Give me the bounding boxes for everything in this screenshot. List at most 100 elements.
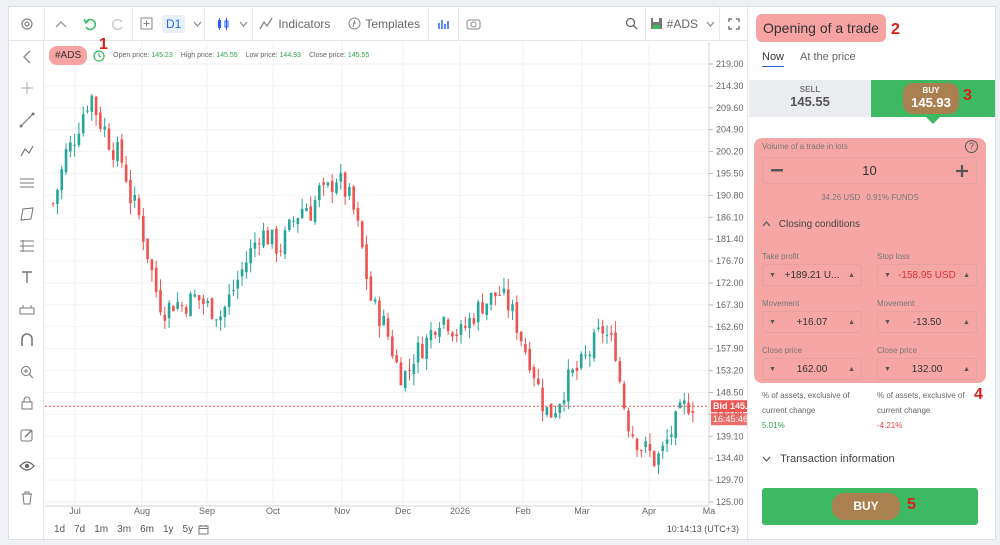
time-tick-label: Jul [69,506,81,516]
tab-now[interactable]: Now [762,51,785,67]
sell-option[interactable]: SELL 145.55 [749,80,871,117]
pattern-icon[interactable] [9,199,44,231]
close-price-sl-label: Close price [877,346,918,355]
stop-loss-input[interactable]: ▼ -158.95 USD ▲ [877,264,977,286]
candle-body [528,348,532,371]
legend-symbol[interactable]: #ADS [49,46,88,65]
trend-line-icon[interactable] [9,104,44,136]
close-price-tp-field: Close price ▼ 162.00 ▲ [762,346,862,380]
pen-icon[interactable] [9,136,44,168]
high-price-value: 145.55 [216,52,238,59]
chevron-down-icon[interactable]: ▼ [769,271,776,279]
time-tick-label: Feb [515,506,531,516]
candle-body [356,207,360,221]
symbol-select[interactable]: #ADS [644,6,719,41]
price-chart[interactable]: 219.00 214.30 209.60 204.90 200.20 195.50 190.… [45,36,747,541]
candle-body [142,215,145,242]
fullscreen-icon[interactable] [719,6,747,41]
gann-icon[interactable] [9,230,44,262]
candle-body [515,302,519,333]
range-1d[interactable]: 1d [54,524,66,535]
eye-icon[interactable] [9,451,44,483]
candle-body [343,172,347,197]
indicators-button[interactable]: Indicators [252,6,336,41]
minus-icon[interactable] [771,168,783,173]
collapse-chevron-up-icon[interactable] [44,6,76,41]
tab-at-the-price[interactable]: At the price [800,51,856,63]
chevron-up-icon[interactable]: ▲ [963,365,970,373]
chevron-up-icon[interactable]: ▲ [963,271,970,279]
candle-body [618,361,622,382]
calendar-icon[interactable] [198,524,209,535]
time-tick-label: Nov [334,506,351,516]
settings-gear-icon[interactable] [9,7,44,41]
candle-body [309,206,313,221]
candle-body [339,173,343,182]
edit-drawings-icon[interactable] [9,419,44,451]
movement-tp-input[interactable]: ▼ +16.07 ▲ [762,311,862,333]
plus-icon[interactable] [956,164,968,177]
chevron-down-icon[interactable]: ▼ [884,318,891,326]
chevron-up-icon[interactable]: ▲ [963,318,970,326]
movement-sl-input[interactable]: ▼ -13.50 ▲ [877,311,977,333]
measure-icon[interactable] [9,293,44,325]
chart-canvas: 219.00 214.30 209.60 204.90 200.20 195.50 190.… [45,42,747,516]
chevron-up-icon[interactable]: ▲ [848,318,855,326]
movement-tp-label: Movement [762,299,800,308]
bar-chart-icon[interactable] [428,6,458,41]
range-7d[interactable]: 7d [74,524,86,535]
stop-loss-field: Stop loss ▼ -158.95 USD ▲ [877,252,977,286]
camera-icon[interactable] [458,6,488,41]
candle-body [262,230,265,247]
transaction-info-toggle[interactable]: Transaction information [762,453,895,465]
redo-icon[interactable] [104,7,132,41]
chart-type-select[interactable] [204,6,252,41]
chevron-down-icon[interactable]: ▼ [884,271,891,279]
range-5y[interactable]: 5y [182,524,194,535]
trash-icon[interactable] [9,482,44,514]
interval-select[interactable]: D1 [160,7,204,41]
time-tick-label: 2026 [450,506,470,516]
close-price-sl-input[interactable]: ▼ 132.00 ▲ [877,358,977,380]
volume-stepper[interactable]: 10 [762,157,977,184]
buy-option[interactable]: BUY 145.93 3 [871,80,995,117]
movement-sl-label: Movement [877,299,915,308]
price-tick-label: 176.70 [716,256,744,266]
lock-icon[interactable] [9,388,44,420]
add-symbol-icon[interactable] [132,6,160,41]
candle-body [94,96,98,116]
range-6m[interactable]: 6m [140,524,154,535]
countdown-box [711,413,747,426]
close-price-label: Close price: [308,52,346,59]
range-1m[interactable]: 1m [94,524,109,535]
help-icon[interactable]: ? [965,140,978,153]
zoom-icon[interactable] [9,356,44,388]
chevron-down-icon[interactable]: ▼ [769,365,776,373]
trade-panel: Opening of a trade 2 Now At the price SE… [747,7,997,541]
closing-conditions-toggle[interactable]: Closing conditions [762,219,860,230]
chevron-down-icon[interactable]: ▼ [769,318,776,326]
range-1y[interactable]: 1y [162,524,174,535]
closing-conditions-label: Closing conditions [778,219,860,230]
take-profit-input[interactable]: ▼ +189.21 U... ▲ [762,264,862,286]
crosshair-icon[interactable] [9,73,44,105]
templates-button[interactable]: Templates [342,7,426,41]
text-tool-icon[interactable] [9,262,44,294]
chevron-up-icon[interactable]: ▲ [848,365,855,373]
magnet-icon[interactable] [9,325,44,357]
utc-clock[interactable]: 10:14:13 (UTC+3) [666,524,739,534]
volume-value[interactable]: 10 [862,163,877,178]
candle-body [51,203,55,205]
back-arrow-icon[interactable] [9,41,44,73]
buy-button-label: BUY [832,493,900,520]
chevron-down-icon[interactable]: ▼ [884,365,891,373]
search-icon[interactable] [619,7,645,41]
candle-body [133,194,137,201]
buy-button[interactable]: BUY 5 [762,488,978,525]
fib-lines-icon[interactable] [9,167,44,199]
close-price-tp-input[interactable]: ▼ 162.00 ▲ [762,358,862,380]
clock-icon[interactable] [93,49,105,62]
range-3m[interactable]: 3m [117,524,132,535]
undo-icon[interactable] [76,7,104,41]
chevron-up-icon[interactable]: ▲ [848,271,855,279]
